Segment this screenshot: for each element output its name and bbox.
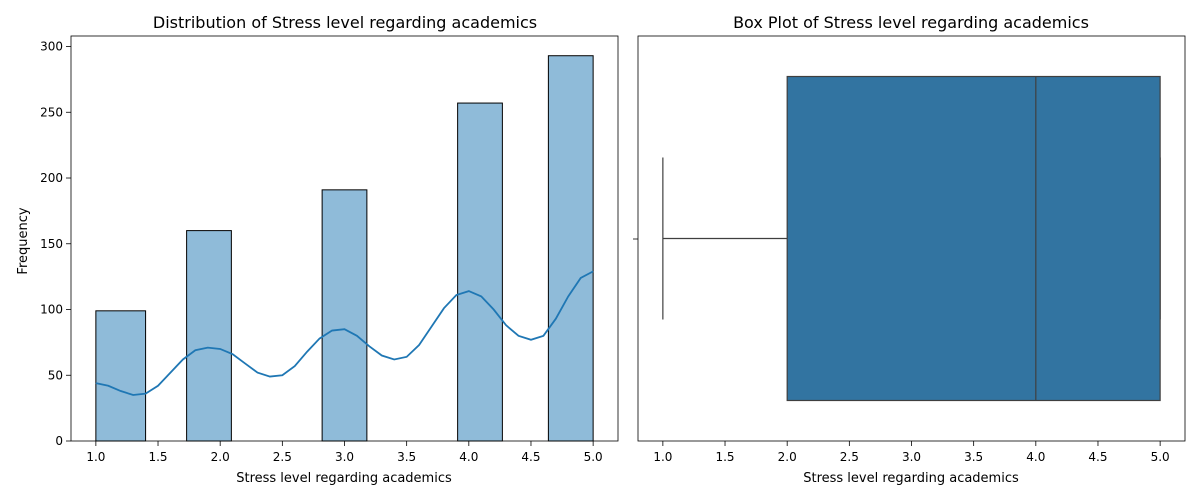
- boxplot-x-tick-label: 2.0: [778, 450, 797, 464]
- histogram-bar-2: [186, 230, 232, 442]
- boxplot-title: Box Plot of Stress level regarding acade…: [733, 13, 1089, 32]
- boxplot-x-label: Stress level regarding academics: [803, 471, 1019, 486]
- histogram-x-tick-label: 3.0: [335, 450, 354, 464]
- histogram-y-tick-label: 300: [40, 40, 63, 54]
- histogram-x-label: Stress level regarding academics: [236, 471, 452, 486]
- histogram-title: Distribution of Stress level regarding a…: [153, 13, 537, 32]
- histogram-bar-5: [547, 55, 594, 442]
- boxplot-x-tick-label: 4.5: [1088, 450, 1107, 464]
- histogram-x-tick-label: 2.5: [273, 450, 292, 464]
- boxplot-x-tick-label: 5.0: [1151, 450, 1170, 464]
- boxplot-panel: Box Plot of Stress level regarding acade…: [633, 13, 1186, 486]
- boxplot-x-tick-label: 3.5: [964, 450, 983, 464]
- histogram-bar-4: [457, 102, 503, 442]
- boxplot-box: [786, 75, 1161, 402]
- boxplot-x-ticks: 1.0 1.5 2.0 2.5 3.0 3.5 4.0 4.5 5.0: [653, 441, 1170, 464]
- histogram-x-ticks: 1.0 1.5 2.0 2.5 3.0 3.5 4.0 4.5 5.0: [86, 441, 603, 464]
- boxplot-x-tick-label: 1.5: [715, 450, 734, 464]
- histogram-bar-3: [321, 189, 368, 442]
- histogram-x-tick-label: 2.0: [211, 450, 230, 464]
- boxplot-x-tick-label: 3.0: [902, 450, 921, 464]
- histogram-x-tick-label: 1.0: [86, 450, 105, 464]
- histogram-x-tick-label: 5.0: [584, 450, 603, 464]
- histogram-x-tick-label: 3.5: [397, 450, 416, 464]
- histogram-y-ticks: 0 50 100 150 200 250 300: [40, 40, 71, 448]
- boxplot-x-tick-label: 4.0: [1026, 450, 1045, 464]
- histogram-x-tick-label: 1.5: [148, 450, 167, 464]
- boxplot-x-tick-label: 2.5: [840, 450, 859, 464]
- boxplot-elements: [662, 75, 1161, 402]
- kde-curve: [95, 270, 594, 396]
- histogram-y-label: Frequency: [16, 207, 31, 274]
- histogram-y-tick-label: 250: [40, 105, 63, 119]
- boxplot-x-tick-label: 1.0: [653, 450, 672, 464]
- histogram-x-tick-label: 4.0: [459, 450, 478, 464]
- histogram-y-tick-label: 0: [55, 434, 63, 448]
- histogram-bar-1: [95, 310, 147, 442]
- histogram-y-tick-label: 50: [48, 368, 63, 382]
- histogram-y-tick-label: 200: [40, 171, 63, 185]
- histogram-panel: Distribution of Stress level regarding a…: [16, 13, 619, 486]
- histogram-y-tick-label: 100: [40, 303, 63, 317]
- histogram-y-tick-label: 150: [40, 237, 63, 251]
- histogram-bars: [95, 55, 594, 442]
- histogram-x-tick-label: 4.5: [521, 450, 540, 464]
